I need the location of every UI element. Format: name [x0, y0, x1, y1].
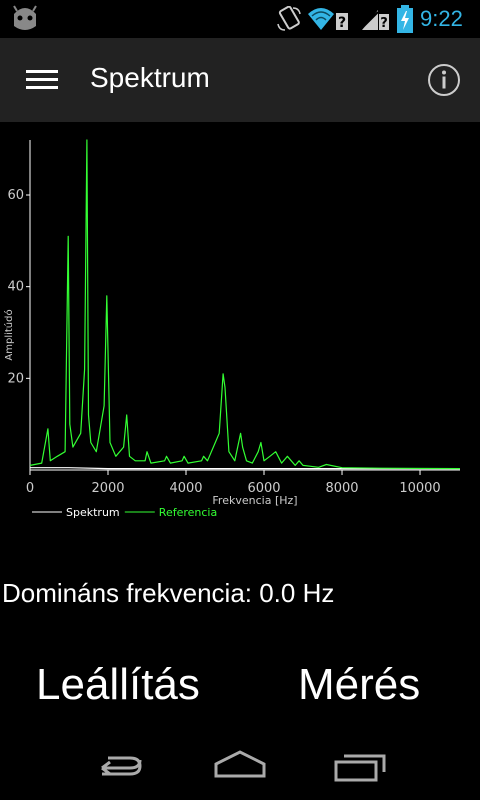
dominant-frequency-label: Domináns frekvencia: 0.0 Hz: [2, 578, 335, 608]
legend-label: Referencia: [159, 506, 217, 519]
status-clock: 9:22: [420, 6, 463, 31]
battery-icon: [397, 5, 413, 33]
y-axis-label: Amplitúdó: [3, 309, 15, 360]
recents-icon[interactable]: [330, 746, 390, 786]
x-tick-label: 6000: [247, 481, 280, 496]
legend-label: Spektrum: [66, 506, 120, 519]
wifi-icon: ?: [308, 8, 348, 31]
series-line-referencia: [29, 139, 461, 470]
page-title: Spektrum: [90, 62, 210, 93]
x-tick-label: 4000: [169, 481, 202, 496]
signal-icon: ?: [361, 10, 389, 31]
rotate-icon: [277, 6, 301, 31]
spectrum-chart: 0 2000 4000 6000 8000 10000 20 40 60 Frekvencia […: [0, 122, 480, 532]
y-tick-label: 60: [7, 188, 24, 203]
status-bar: ? ? 9:22: [0, 0, 480, 38]
stop-button[interactable]: Leállítás: [36, 660, 200, 709]
series-line-spektrum: [30, 467, 460, 470]
x-axis-label: Frekvencia [Hz]: [212, 494, 297, 507]
x-tick-label: 0: [26, 481, 34, 496]
action-bar: Spektrum: [0, 38, 480, 122]
svg-text:?: ?: [380, 16, 388, 31]
x-tick-label: 2000: [91, 481, 124, 496]
x-tick-label: 10000: [399, 481, 440, 496]
info-icon[interactable]: [426, 62, 462, 98]
hamburger-menu-icon[interactable]: [26, 68, 58, 92]
android-icon: [13, 5, 37, 30]
y-tick-label: 40: [7, 280, 24, 295]
home-icon[interactable]: [210, 746, 270, 786]
navigation-bar: [0, 732, 480, 800]
y-tick-label: 20: [7, 371, 24, 386]
measure-button[interactable]: Mérés: [298, 660, 421, 709]
x-tick-label: 8000: [325, 481, 358, 496]
back-icon[interactable]: [90, 746, 150, 786]
svg-text:?: ?: [338, 15, 346, 31]
spectrum-chart-svg: 0 2000 4000 6000 8000 10000 20 40 60 Frekvencia […: [3, 139, 461, 519]
